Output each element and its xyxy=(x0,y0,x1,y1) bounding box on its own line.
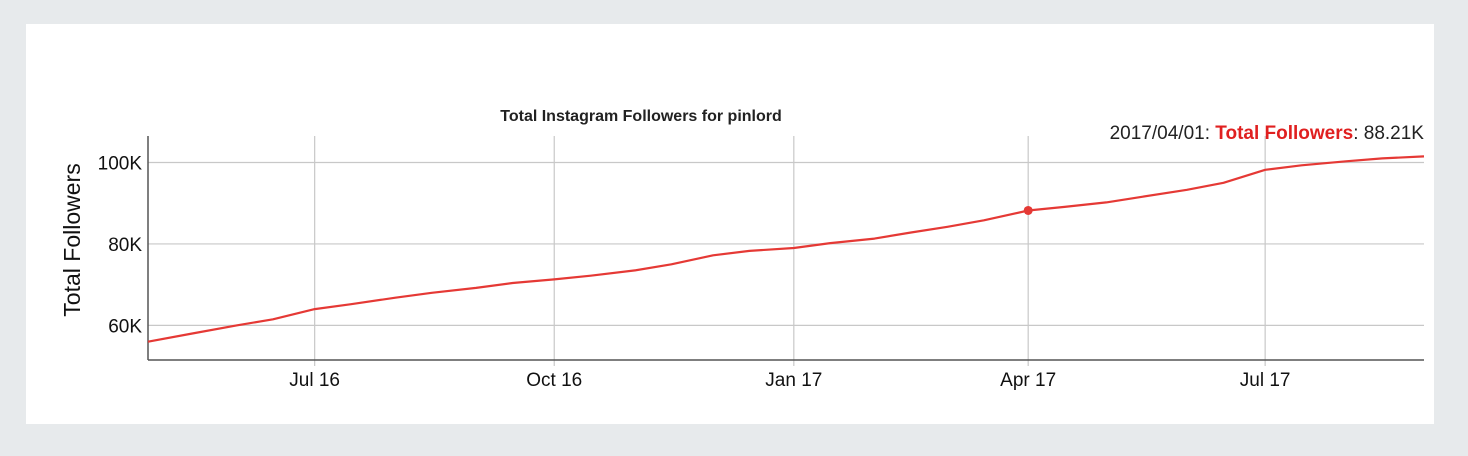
grid xyxy=(148,136,1424,366)
x-tick-label: Jul 17 xyxy=(1240,370,1291,391)
x-tick-label: Apr 17 xyxy=(1000,370,1056,391)
x-tick-label: Jan 17 xyxy=(765,370,822,391)
y-tick-label: 60K xyxy=(108,316,142,337)
x-tick-label: Oct 16 xyxy=(526,370,582,391)
y-axis-label: Total Followers xyxy=(59,163,85,316)
followers-chart: 60K 80K 100K Jul 16 Oct 16 Jan 17 Apr 17 Jul 17… xyxy=(59,108,1425,391)
y-tick-label: 80K xyxy=(108,235,142,256)
highlight-point xyxy=(1023,205,1033,215)
series-line-total-followers xyxy=(147,155,1425,343)
hover-readout: 2017/04/01: Total Followers: 88.21K xyxy=(1110,123,1425,144)
chart-title: Total Instagram Followers for pinlord xyxy=(500,108,782,125)
series-layer xyxy=(147,155,1425,343)
readout-sep1: : xyxy=(1205,123,1216,144)
x-tick-label: Jul 16 xyxy=(289,370,340,391)
axes: 60K 80K 100K Jul 16 Oct 16 Jan 17 Apr 17 Jul 17 xyxy=(98,136,1424,391)
readout-value: 88.21K xyxy=(1364,123,1425,144)
readout-date: 2017/04/01 xyxy=(1110,123,1205,144)
readout-sep2: : xyxy=(1353,123,1364,144)
y-tick-label: 100K xyxy=(98,153,143,174)
chart-panel: 60K 80K 100K Jul 16 Oct 16 Jan 17 Apr 17 Jul 17… xyxy=(26,24,1434,424)
readout-key: Total Followers xyxy=(1215,123,1353,144)
